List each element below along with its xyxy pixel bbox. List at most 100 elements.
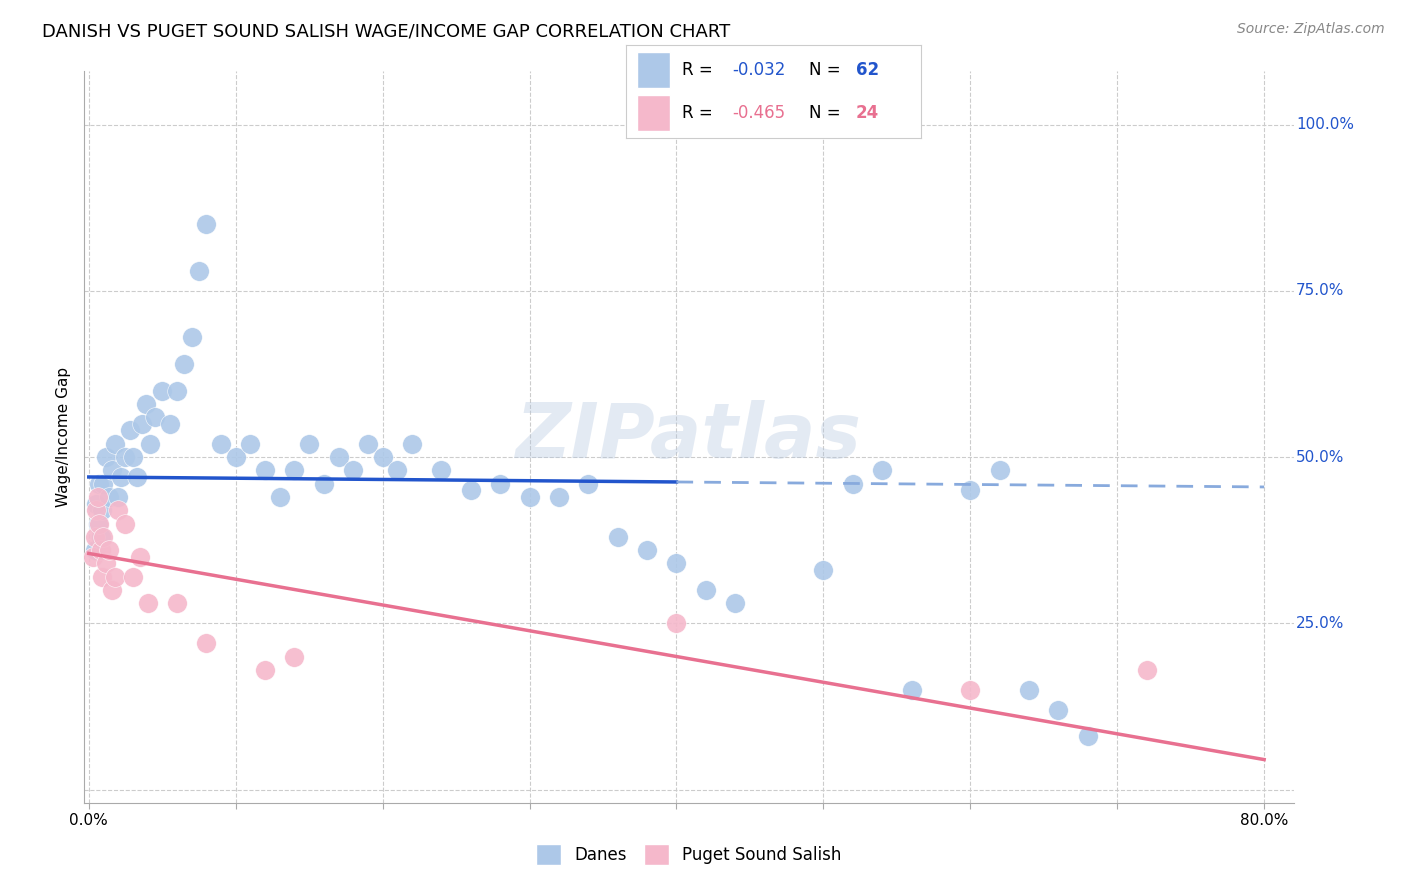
Point — [87, 476, 110, 491]
Y-axis label: Wage/Income Gap: Wage/Income Gap — [56, 367, 72, 508]
Point — [89, 530, 111, 544]
Bar — [637, 95, 669, 131]
Point — [1077, 729, 1099, 743]
Point — [188, 264, 211, 278]
Text: N =: N = — [808, 61, 845, 78]
Point — [93, 530, 115, 544]
Point — [107, 490, 129, 504]
Point — [312, 476, 335, 491]
Point — [110, 470, 132, 484]
Point — [988, 463, 1011, 477]
Point — [84, 503, 107, 517]
Point — [96, 557, 118, 571]
Point — [225, 450, 247, 464]
Point — [254, 663, 277, 677]
Point — [1018, 682, 1040, 697]
Point — [150, 384, 173, 398]
Point — [83, 543, 105, 558]
Point — [195, 636, 218, 650]
Point — [86, 490, 108, 504]
Point — [636, 543, 658, 558]
Text: N =: N = — [808, 104, 845, 122]
Point — [870, 463, 893, 477]
Point — [1047, 703, 1070, 717]
Point — [83, 530, 105, 544]
Point — [101, 582, 124, 597]
Point — [576, 476, 599, 491]
Point — [143, 410, 166, 425]
Point — [665, 616, 688, 631]
Point — [86, 516, 108, 531]
Text: Source: ZipAtlas.com: Source: ZipAtlas.com — [1237, 22, 1385, 37]
Point — [401, 436, 423, 450]
Point — [239, 436, 262, 450]
Point — [101, 463, 124, 477]
Point — [159, 417, 181, 431]
Point — [606, 530, 628, 544]
Point — [91, 503, 114, 517]
Point — [1136, 663, 1159, 677]
Point — [173, 357, 195, 371]
Point — [328, 450, 350, 464]
Point — [129, 549, 152, 564]
Point — [166, 384, 188, 398]
Text: -0.032: -0.032 — [733, 61, 786, 78]
Point — [121, 450, 143, 464]
Point — [900, 682, 922, 697]
Point — [724, 596, 747, 610]
Point — [357, 436, 380, 450]
Point — [121, 570, 143, 584]
Point — [430, 463, 453, 477]
Point — [139, 436, 162, 450]
Text: 24: 24 — [856, 104, 879, 122]
Text: 75.0%: 75.0% — [1296, 284, 1344, 298]
Point — [104, 436, 127, 450]
Text: R =: R = — [682, 104, 718, 122]
Text: 25.0%: 25.0% — [1296, 615, 1344, 631]
Point — [118, 424, 141, 438]
Point — [959, 483, 981, 498]
Point — [96, 450, 118, 464]
Point — [98, 543, 121, 558]
Point — [813, 563, 835, 577]
Point — [460, 483, 482, 498]
Text: -0.465: -0.465 — [733, 104, 785, 122]
Point — [519, 490, 541, 504]
Point — [93, 476, 115, 491]
Point — [114, 450, 136, 464]
Point — [135, 397, 157, 411]
Point — [136, 596, 159, 610]
Text: 62: 62 — [856, 61, 879, 78]
Point — [104, 570, 127, 584]
Legend: Danes, Puget Sound Salish: Danes, Puget Sound Salish — [530, 838, 848, 871]
Point — [84, 497, 107, 511]
Text: R =: R = — [682, 61, 718, 78]
Text: 50.0%: 50.0% — [1296, 450, 1344, 465]
Point — [959, 682, 981, 697]
Point — [842, 476, 865, 491]
Point — [283, 463, 305, 477]
Point — [387, 463, 409, 477]
Point — [131, 417, 153, 431]
Point — [489, 476, 512, 491]
Point — [283, 649, 305, 664]
Point — [269, 490, 291, 504]
Point — [298, 436, 321, 450]
Point — [87, 516, 110, 531]
Text: DANISH VS PUGET SOUND SALISH WAGE/INCOME GAP CORRELATION CHART: DANISH VS PUGET SOUND SALISH WAGE/INCOME… — [42, 22, 731, 40]
Point — [107, 503, 129, 517]
Text: 100.0%: 100.0% — [1296, 117, 1354, 132]
Point — [548, 490, 571, 504]
Point — [89, 543, 111, 558]
Point — [665, 557, 688, 571]
Point — [166, 596, 188, 610]
Point — [91, 570, 114, 584]
Text: ZIPatlas: ZIPatlas — [516, 401, 862, 474]
Point — [98, 490, 121, 504]
Point — [82, 549, 104, 564]
Point — [371, 450, 394, 464]
Point — [254, 463, 277, 477]
Point — [695, 582, 717, 597]
Point — [342, 463, 364, 477]
Point — [195, 217, 218, 231]
